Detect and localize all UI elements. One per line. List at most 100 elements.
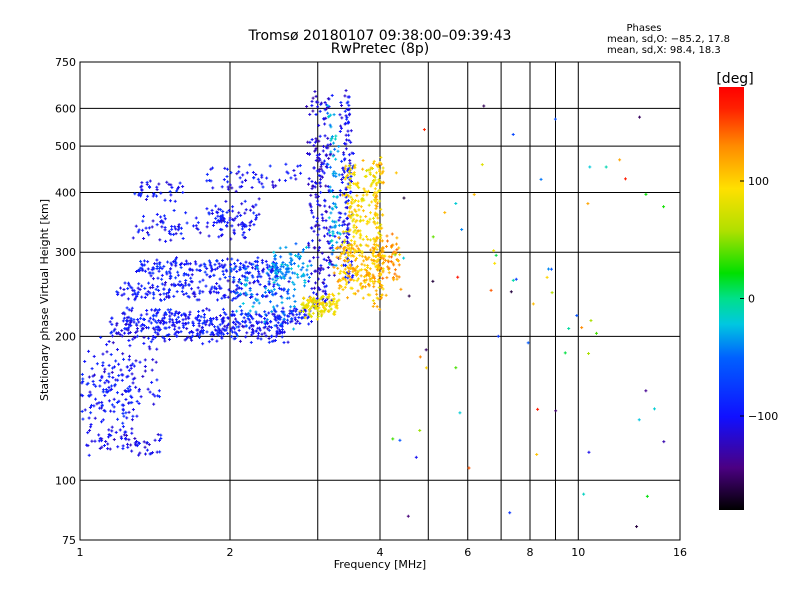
data-point <box>173 225 177 229</box>
data-point <box>242 274 246 278</box>
data-point <box>157 438 161 442</box>
data-point <box>211 186 215 190</box>
data-point <box>458 411 462 415</box>
data-point <box>162 214 166 218</box>
data-point <box>296 255 300 259</box>
data-point <box>155 223 159 227</box>
data-point <box>208 261 212 265</box>
data-point <box>340 264 344 268</box>
data-point <box>277 283 281 287</box>
data-point <box>365 278 369 282</box>
data-point <box>215 221 219 225</box>
data-point <box>346 236 350 240</box>
data-point <box>331 207 335 211</box>
data-point <box>147 226 151 230</box>
data-point <box>228 183 232 187</box>
data-point <box>343 109 347 113</box>
data-point <box>187 295 191 299</box>
data-point <box>358 268 362 272</box>
data-point <box>155 312 159 316</box>
data-point <box>381 254 385 258</box>
data-point <box>355 249 359 253</box>
data-point <box>236 295 240 299</box>
data-point <box>92 404 96 408</box>
data-point <box>328 185 332 189</box>
data-point <box>323 285 327 289</box>
data-point <box>329 142 333 146</box>
data-point <box>139 395 143 399</box>
data-point <box>127 358 131 362</box>
data-point <box>248 208 252 212</box>
data-point <box>93 416 97 420</box>
data-point <box>89 423 93 427</box>
data-point <box>324 184 328 188</box>
data-point <box>375 292 379 296</box>
data-point <box>339 269 343 273</box>
data-point <box>221 209 225 213</box>
data-point <box>184 211 188 215</box>
data-point <box>323 306 327 310</box>
data-point <box>142 335 146 339</box>
data-point <box>276 321 280 325</box>
data-point <box>232 228 236 232</box>
data-point <box>162 337 166 341</box>
data-point <box>154 314 158 318</box>
data-point <box>332 113 336 117</box>
data-point <box>364 243 368 247</box>
data-point <box>340 177 344 181</box>
data-point <box>371 246 375 250</box>
data-point <box>248 224 252 228</box>
data-point <box>338 216 342 220</box>
data-point <box>278 269 282 273</box>
data-point <box>107 432 111 436</box>
data-point <box>359 215 363 219</box>
data-point <box>123 437 127 441</box>
data-point <box>387 271 391 275</box>
data-point <box>224 312 228 316</box>
data-point <box>100 403 104 407</box>
data-point <box>364 215 368 219</box>
data-point <box>223 328 227 332</box>
data-point <box>314 94 318 98</box>
data-point <box>357 208 361 212</box>
data-point <box>315 297 319 301</box>
data-point <box>139 188 143 192</box>
data-point <box>150 268 154 272</box>
data-point <box>142 214 146 218</box>
data-point <box>348 263 352 267</box>
data-point <box>195 268 199 272</box>
data-point <box>158 293 162 297</box>
data-point <box>343 238 347 242</box>
data-point <box>135 329 139 333</box>
data-point <box>328 230 332 234</box>
data-point <box>244 291 248 295</box>
data-point <box>310 184 314 188</box>
data-point <box>192 290 196 294</box>
data-point <box>170 185 174 189</box>
data-point <box>381 276 385 280</box>
data-point <box>176 282 180 286</box>
data-point <box>326 255 330 259</box>
data-point <box>109 353 113 357</box>
data-point <box>329 259 333 263</box>
data-point <box>372 242 376 246</box>
data-point <box>219 216 223 220</box>
data-point <box>163 283 167 287</box>
data-point <box>283 274 287 278</box>
data-point <box>216 266 220 270</box>
data-point <box>129 321 133 325</box>
data-point <box>153 262 157 266</box>
data-point <box>369 184 373 188</box>
data-point <box>338 254 342 258</box>
data-point <box>230 298 234 302</box>
data-point <box>283 179 287 183</box>
data-point <box>314 195 318 199</box>
data-point <box>274 334 278 338</box>
data-point <box>371 304 375 308</box>
data-point <box>174 261 178 265</box>
data-point <box>289 305 293 309</box>
data-point <box>349 204 353 208</box>
data-point <box>282 317 286 321</box>
data-point <box>247 326 251 330</box>
data-point <box>281 275 285 279</box>
